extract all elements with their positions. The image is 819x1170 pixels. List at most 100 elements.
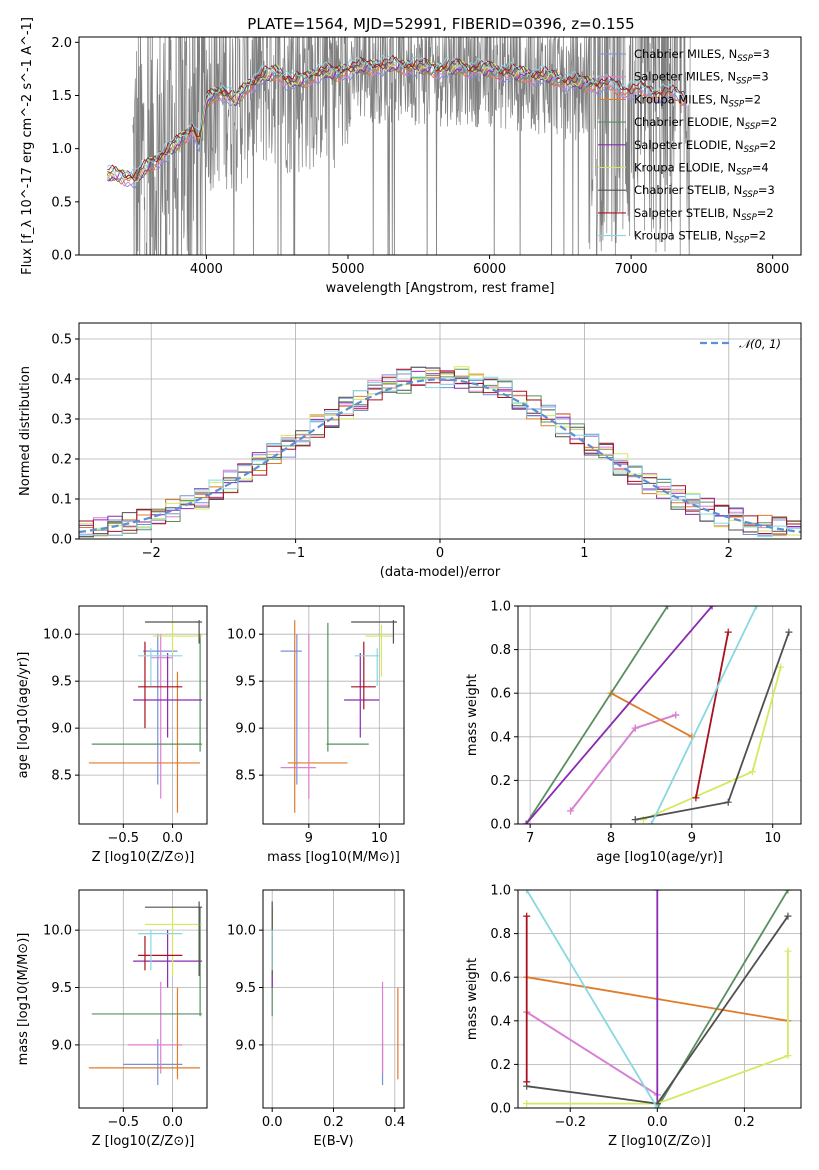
y-tick-label: 0.3 <box>51 413 72 428</box>
x-tick-label: 0.0 <box>162 1115 183 1130</box>
x-axis-label: E(B-V) <box>313 1134 353 1149</box>
legend-entry: Kroupa MILES, NSSP=2 <box>634 92 761 109</box>
legend-entry: Salpeter ELODIE, NSSP=2 <box>634 138 776 155</box>
weight-marker <box>753 606 761 610</box>
y-tick-label: 1.5 <box>51 89 72 104</box>
weight-marker <box>567 807 575 815</box>
weight-marker <box>672 711 680 719</box>
weight-marker <box>523 1100 531 1108</box>
legend-entry: Chabrier MILES, NSSP=3 <box>634 47 770 64</box>
y-tick-label: 9.0 <box>235 1038 256 1053</box>
axes-frame <box>78 889 208 1109</box>
histogram-step <box>79 368 801 536</box>
weight-marker <box>777 663 785 671</box>
legend-entry: 𝒩(0, 1) <box>739 337 781 351</box>
y-tick-label: 0.2 <box>51 453 72 468</box>
axes-frame <box>78 605 208 825</box>
weight-marker <box>523 1078 531 1086</box>
y-tick-label: 8.5 <box>51 769 72 784</box>
x-tick-label: 7 <box>526 831 534 846</box>
y-tick-label: 9.0 <box>51 722 72 737</box>
y-tick-label: 0.4 <box>490 730 511 745</box>
y-tick-label: 9.5 <box>235 981 256 996</box>
panel-6: −0.5 0.0 9.0 9.5 10.0 Z [log10(Z/Z⊙)] mass [lo… <box>16 889 208 1149</box>
y-axis-label: mass weight <box>465 958 480 1040</box>
weight-marker <box>647 820 655 824</box>
weight-marker <box>724 628 732 636</box>
normal-curve <box>79 378 801 534</box>
y-tick-label: 0.6 <box>490 687 511 702</box>
y-axis-label: age [log10(age/yr)] <box>16 652 31 779</box>
axes-frame <box>517 605 802 825</box>
x-tick-label: −0.5 <box>108 1115 140 1130</box>
x-tick-label: 9 <box>305 831 313 846</box>
weight-marker <box>523 890 531 894</box>
x-tick-label: 8000 <box>756 262 789 277</box>
y-tick-label: 0.8 <box>490 643 511 658</box>
x-tick-label: 0.0 <box>162 831 183 846</box>
panel-5: 7 8 9 10 0.0 0.2 0.4 0.6 0.8 1.0 age [log10(age/yr… <box>465 600 802 865</box>
axes-frame <box>262 889 405 1109</box>
legend: Chabrier MILES, NSSP=3 Salpeter MILES, NS… <box>598 47 777 246</box>
legend-entry: Kroupa ELODIE, NSSP=4 <box>634 161 769 178</box>
weight-marker <box>748 768 756 776</box>
weight-line <box>610 692 693 738</box>
y-axis-label: mass [log10(M/M⊙)] <box>16 933 31 1066</box>
x-tick-label: 0.0 <box>262 1115 283 1130</box>
weight-line <box>526 951 789 1105</box>
x-tick-label: −0.2 <box>554 1115 586 1130</box>
panel-7: 0.0 0.2 0.4 9.0 9.5 10.0 E(B-V) <box>227 889 405 1149</box>
histogram-step <box>79 366 801 537</box>
x-tick-label: 8 <box>607 831 615 846</box>
x-tick-label: 10 <box>371 831 388 846</box>
y-tick-label: 10.0 <box>43 628 72 643</box>
y-tick-label: 0.6 <box>490 971 511 986</box>
y-tick-label: 9.0 <box>51 1038 72 1053</box>
axes-frame <box>78 36 802 256</box>
weight-marker <box>664 606 672 610</box>
x-tick-label: 0.0 <box>647 1115 668 1130</box>
y-tick-label: 0.0 <box>490 818 511 833</box>
y-tick-label: 9.5 <box>51 981 72 996</box>
y-tick-label: 10.0 <box>227 924 256 939</box>
y-tick-label: 0.5 <box>51 195 72 210</box>
panel-8: −0.2 0.0 0.2 0.0 0.2 0.4 0.6 0.8 1.0 Z [log10(Z/Z… <box>465 884 802 1149</box>
weight-marker <box>784 947 792 955</box>
x-tick-label: 10 <box>764 831 781 846</box>
model-line <box>107 59 603 182</box>
x-tick-label: 6000 <box>473 262 506 277</box>
x-tick-label: 4000 <box>190 262 223 277</box>
x-tick-label: 0 <box>436 546 444 561</box>
x-tick-label: 0.4 <box>384 1115 405 1130</box>
weight-line <box>569 714 676 812</box>
y-tick-label: 0.2 <box>490 774 511 789</box>
y-tick-label: 0.4 <box>51 373 72 388</box>
axes-frame <box>262 605 405 825</box>
y-tick-label: 0.0 <box>51 249 72 264</box>
panel-4: 9 10 8.5 9.0 9.5 10.0 mass [log10(M/M⊙)] <box>227 605 405 865</box>
y-tick-label: 9.5 <box>51 675 72 690</box>
y-tick-label: 0.1 <box>51 493 72 508</box>
legend-entry: Salpeter MILES, NSSP=3 <box>634 70 769 87</box>
weight-marker <box>523 912 531 920</box>
weight-marker <box>692 794 700 802</box>
legend-entry: Chabrier STELIB, NSSP=3 <box>634 183 775 200</box>
weight-marker <box>784 890 792 894</box>
legend-entry: Salpeter STELIB, NSSP=2 <box>634 206 774 223</box>
weight-marker <box>653 1104 661 1108</box>
x-tick-label: −0.5 <box>108 831 140 846</box>
x-tick-label: 9 <box>688 831 696 846</box>
x-axis-label: Z [log10(Z/Z⊙)] <box>608 1134 711 1149</box>
weight-line <box>695 632 730 798</box>
y-tick-label: 0.0 <box>490 1102 511 1117</box>
weight-marker <box>784 1052 792 1060</box>
x-tick-label: 0.2 <box>323 1115 344 1130</box>
x-axis-label: Z [log10(Z/Z⊙)] <box>92 850 195 865</box>
y-tick-label: 0.2 <box>490 1058 511 1073</box>
panel-3: −0.5 0.0 8.5 9.0 9.5 10.0 Z [log10(Z/Z⊙)] age [… <box>16 605 208 865</box>
weight-line <box>525 606 669 824</box>
y-tick-label: 9.5 <box>235 675 256 690</box>
y-tick-label: 10.0 <box>43 924 72 939</box>
panel-1: 4000 5000 6000 7000 8000 0.0 0.5 1.0 1.5 2.0 wavel… <box>20 17 802 296</box>
